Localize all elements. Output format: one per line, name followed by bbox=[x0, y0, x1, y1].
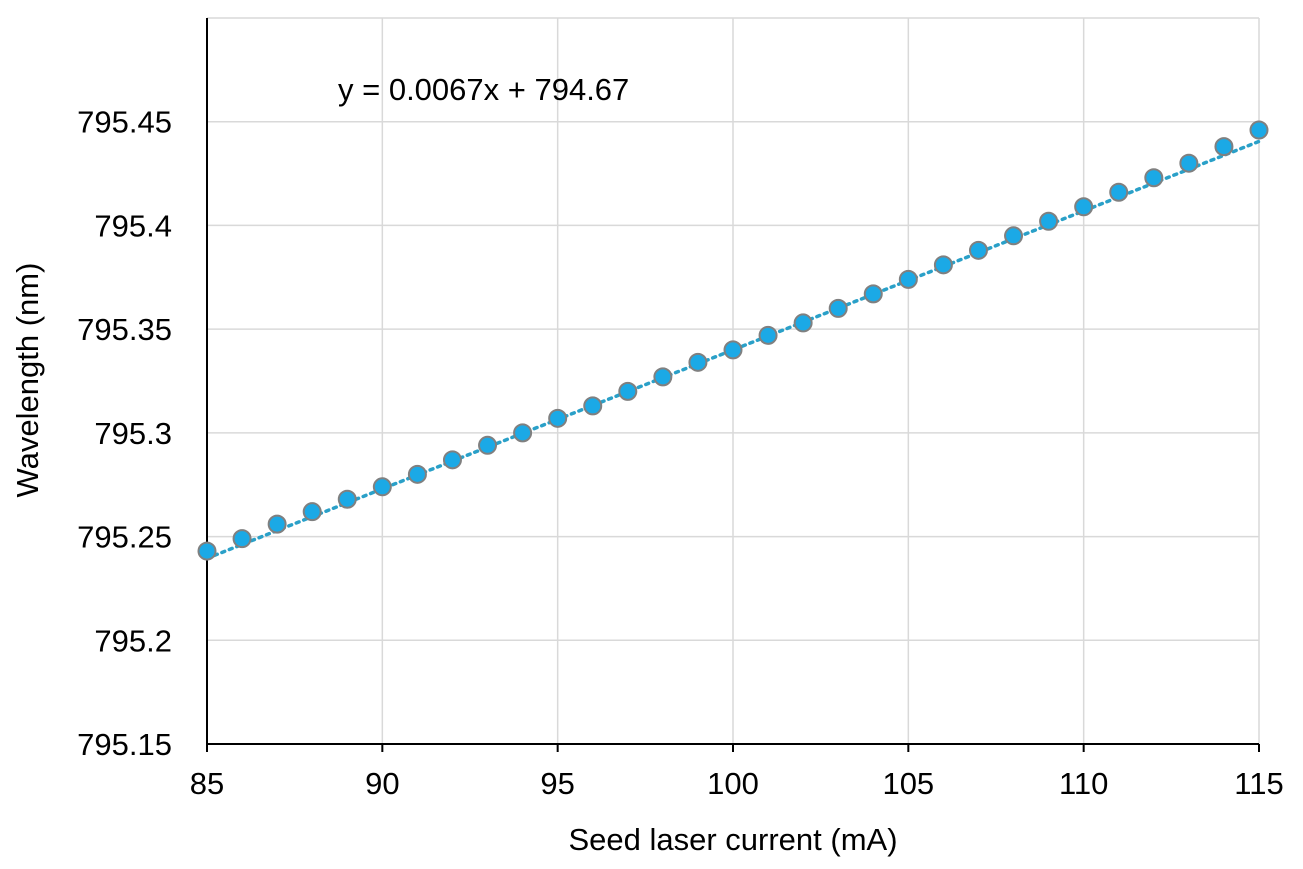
tick-labels: 85 90 95 100 105 110 115 795.15 795.2 795.25 795.3… bbox=[77, 105, 1284, 801]
data-point bbox=[1004, 226, 1024, 246]
y-axis-title: Wavelength (nm) bbox=[10, 263, 45, 498]
data-point bbox=[758, 325, 778, 345]
x-tick-label: 85 bbox=[190, 766, 224, 801]
data-point bbox=[898, 269, 918, 289]
x-tick-label: 90 bbox=[365, 766, 399, 801]
data-point bbox=[828, 298, 848, 318]
data-point bbox=[1249, 120, 1269, 140]
trendline-equation: y = 0.0067x + 794.67 bbox=[338, 72, 629, 107]
x-tick-label: 110 bbox=[1059, 766, 1108, 801]
grid-lines bbox=[206, 17, 1260, 745]
y-tick-label: 795.45 bbox=[77, 105, 172, 140]
y-tick-label: 795.3 bbox=[94, 416, 172, 451]
data-point bbox=[688, 352, 708, 372]
x-tick-label: 100 bbox=[707, 766, 759, 801]
data-point bbox=[197, 541, 217, 561]
x-tick-label: 115 bbox=[1234, 766, 1283, 801]
data-point bbox=[933, 255, 953, 275]
data-point bbox=[653, 367, 673, 387]
data-point bbox=[968, 240, 988, 260]
data-point bbox=[232, 529, 252, 549]
data-point bbox=[407, 464, 427, 484]
data-point bbox=[267, 514, 287, 534]
y-tick-label: 795.4 bbox=[94, 208, 172, 243]
y-tick-label: 795.15 bbox=[77, 727, 172, 762]
x-axis-title: Seed laser current (mA) bbox=[568, 822, 897, 857]
data-point bbox=[1144, 168, 1164, 188]
y-tick-label: 795.35 bbox=[77, 312, 172, 347]
data-point bbox=[793, 313, 813, 333]
data-point bbox=[302, 502, 322, 522]
y-tick-label: 795.2 bbox=[94, 623, 172, 658]
axes bbox=[206, 18, 1260, 752]
data-point bbox=[583, 396, 603, 416]
data-point bbox=[442, 450, 462, 470]
data-point bbox=[1179, 153, 1199, 173]
x-tick-label: 105 bbox=[882, 766, 934, 801]
data-point bbox=[1039, 211, 1059, 231]
data-point bbox=[372, 477, 392, 497]
data-point bbox=[548, 408, 568, 428]
data-point bbox=[863, 284, 883, 304]
x-tick-label: 95 bbox=[540, 766, 574, 801]
data-point bbox=[723, 340, 743, 360]
y-tick-label: 795.25 bbox=[77, 520, 172, 555]
data-point bbox=[618, 381, 638, 401]
data-point bbox=[1074, 197, 1094, 217]
data-point bbox=[478, 435, 498, 455]
data-points bbox=[197, 120, 1269, 561]
data-point bbox=[513, 423, 533, 443]
data-point bbox=[1109, 182, 1129, 202]
data-point bbox=[337, 489, 357, 509]
data-point bbox=[1214, 137, 1234, 157]
